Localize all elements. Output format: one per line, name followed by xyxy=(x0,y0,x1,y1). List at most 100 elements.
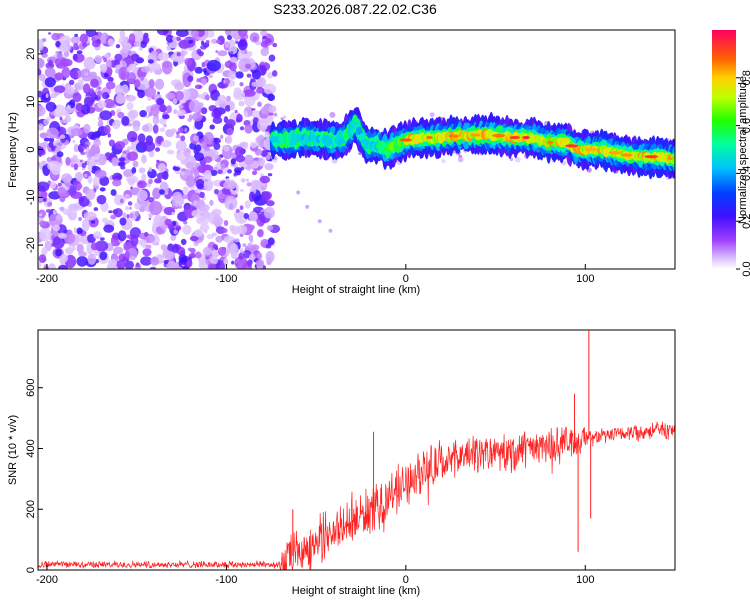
snr-x-ticks: -200 -100 0 100 xyxy=(36,565,594,586)
noise-blob xyxy=(158,254,164,259)
noise-blob xyxy=(101,92,110,100)
noise-blob xyxy=(99,251,108,261)
noise-blob xyxy=(165,34,175,43)
noise-blob xyxy=(135,262,140,267)
noise-blob xyxy=(89,71,97,78)
noise-blob xyxy=(263,122,268,128)
noise-blob xyxy=(64,111,70,118)
noise-blob xyxy=(114,84,124,96)
noise-blob xyxy=(175,139,187,152)
noise-blob xyxy=(234,109,238,114)
noise-blob xyxy=(38,145,45,156)
noise-blob xyxy=(99,175,110,187)
noise-blob xyxy=(54,91,60,96)
noise-blob xyxy=(132,125,140,132)
noise-blob xyxy=(128,109,139,119)
ridge-blob xyxy=(278,134,285,144)
ridge-peak xyxy=(585,147,598,152)
noise-blob xyxy=(133,79,141,88)
noise-blob xyxy=(129,212,134,219)
noise-blob xyxy=(228,39,236,48)
ridge-peak xyxy=(522,135,530,140)
noise-blob xyxy=(176,52,181,57)
noise-blob xyxy=(200,40,205,46)
noise-blob xyxy=(118,161,126,167)
noise-blob xyxy=(235,146,244,158)
noise-blob xyxy=(235,208,240,214)
noise-blob xyxy=(125,94,137,102)
noise-blob xyxy=(217,94,227,104)
noise-blob xyxy=(99,110,113,121)
noise-blob xyxy=(59,134,66,139)
noise-blob xyxy=(110,189,117,196)
noise-blob xyxy=(223,257,229,266)
noise-blob xyxy=(91,40,101,48)
noise-blob xyxy=(256,252,263,260)
noise-blob xyxy=(45,93,49,98)
noise-blob xyxy=(90,78,99,88)
noise-blob xyxy=(70,157,79,163)
noise-blob xyxy=(108,210,113,214)
noise-blob xyxy=(38,57,45,69)
noise-blob xyxy=(237,30,248,38)
noise-blob xyxy=(224,105,231,112)
noise-blob xyxy=(115,93,126,105)
noise-blob xyxy=(181,194,189,200)
ridge-peak xyxy=(546,140,554,144)
noise-blob xyxy=(38,68,42,76)
noise-blob xyxy=(236,224,248,235)
noise-blob xyxy=(228,62,237,72)
noise-blob xyxy=(165,92,176,100)
noise-blob xyxy=(258,65,267,76)
heatmap-x-ticks: -200 -100 0 100 xyxy=(36,264,594,285)
noise-blob xyxy=(205,40,210,44)
noise-blob xyxy=(43,137,51,142)
noise-blob xyxy=(186,260,193,268)
noise-blob xyxy=(170,128,177,134)
noise-blob xyxy=(38,73,46,82)
ridge-peak xyxy=(426,135,433,140)
noise-blob xyxy=(46,117,52,121)
noise-blob xyxy=(189,235,199,242)
noise-blob xyxy=(265,243,272,249)
noise-blob xyxy=(208,74,214,79)
noise-blob xyxy=(213,166,219,171)
noise-blob xyxy=(40,160,47,166)
noise-blob xyxy=(172,36,177,42)
noise-blob xyxy=(118,157,126,162)
noise-blob xyxy=(125,234,132,239)
noise-blob xyxy=(83,173,88,178)
noise-blob xyxy=(50,111,55,116)
noise-blob xyxy=(140,40,147,49)
noise-blob xyxy=(189,142,197,150)
halo-blob xyxy=(283,115,287,119)
noise-blob xyxy=(73,42,79,51)
noise-blob xyxy=(69,208,78,218)
noise-blob xyxy=(148,178,153,185)
noise-blob xyxy=(70,191,83,199)
y-tick-label: 600 xyxy=(25,379,37,397)
noise-blob xyxy=(156,97,165,106)
snr-y-axis-title: SNR (10 * v/v) xyxy=(7,415,19,485)
noise-blob xyxy=(182,186,189,195)
snr-panel: -200 -100 0 100 0 200 400 600 Height of straig… xyxy=(7,329,676,597)
noise-blob xyxy=(250,181,262,190)
halo-blob xyxy=(429,112,435,118)
noise-blob xyxy=(38,209,47,218)
noise-blob xyxy=(202,247,213,256)
ridge-peak xyxy=(470,133,481,137)
noise-blob xyxy=(250,244,260,251)
noise-blob xyxy=(172,243,179,254)
noise-blob xyxy=(107,258,118,266)
noise-blob xyxy=(230,158,237,165)
noise-blob xyxy=(76,256,88,267)
noise-blob xyxy=(210,256,219,265)
noise-blob xyxy=(112,176,117,180)
noise-blob xyxy=(166,149,175,155)
noise-blob xyxy=(201,78,207,86)
noise-blob xyxy=(174,90,184,101)
noise-blob xyxy=(198,203,210,212)
noise-blob xyxy=(122,153,127,158)
heatmap-marks xyxy=(38,30,675,269)
